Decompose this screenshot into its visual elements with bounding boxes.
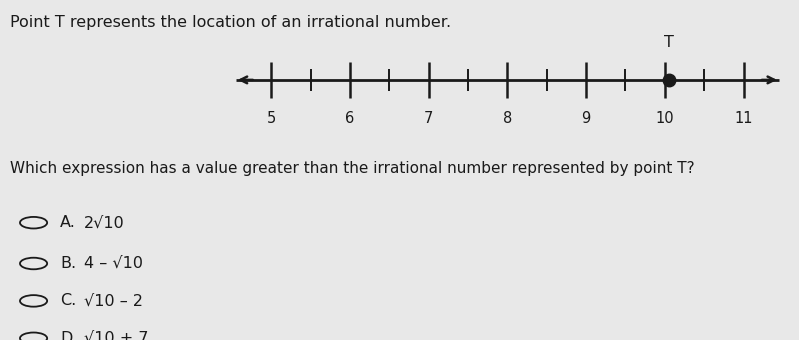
Text: B.: B.: [60, 256, 76, 271]
Text: 11: 11: [734, 110, 753, 125]
Text: 5: 5: [267, 110, 276, 125]
Text: √10 + 7: √10 + 7: [84, 331, 149, 340]
Text: C.: C.: [60, 293, 76, 308]
Text: 9: 9: [582, 110, 590, 125]
Text: A.: A.: [60, 215, 76, 230]
Text: 4 – √10: 4 – √10: [84, 256, 143, 271]
Text: 2√10: 2√10: [84, 215, 125, 230]
Text: Point T represents the location of an irrational number.: Point T represents the location of an ir…: [10, 15, 451, 30]
Text: 10: 10: [655, 110, 674, 125]
Text: 6: 6: [345, 110, 355, 125]
Text: Which expression has a value greater than the irrational number represented by p: Which expression has a value greater tha…: [10, 162, 694, 176]
Text: 7: 7: [424, 110, 433, 125]
Text: 8: 8: [503, 110, 512, 125]
Text: T: T: [664, 35, 674, 50]
Text: D.: D.: [60, 331, 78, 340]
Text: √10 – 2: √10 – 2: [84, 293, 143, 308]
